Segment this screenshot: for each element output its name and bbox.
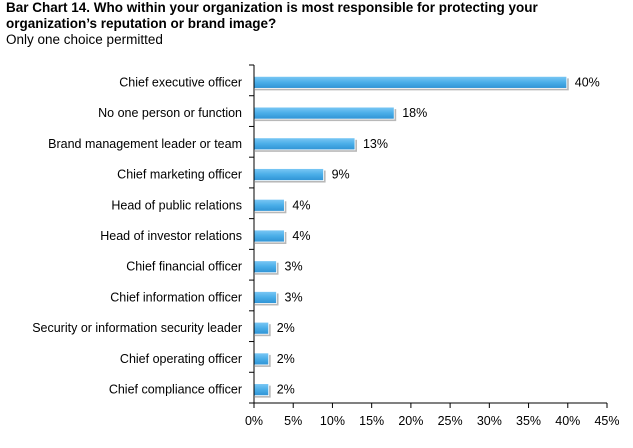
x-tick-label: 25%	[438, 414, 463, 428]
bar	[253, 106, 395, 120]
value-label: 4%	[292, 229, 310, 243]
category-label: Chief information officer	[110, 290, 242, 304]
bars-layer	[253, 75, 569, 398]
bar	[253, 352, 270, 366]
x-tick-label: 5%	[284, 414, 302, 428]
category-label: No one person or function	[98, 106, 242, 120]
bar	[253, 198, 285, 212]
category-label: Chief operating officer	[120, 352, 242, 366]
category-label: Chief executive officer	[119, 75, 242, 89]
bar	[253, 291, 277, 304]
bar	[253, 229, 285, 243]
bar	[253, 321, 270, 335]
category-label: Chief marketing officer	[117, 168, 242, 182]
x-tick-label: 15%	[359, 414, 384, 428]
value-label: 2%	[277, 321, 295, 335]
x-tick-label: 10%	[320, 414, 345, 428]
category-label: Chief financial officer	[126, 260, 242, 274]
x-tick-label: 40%	[555, 414, 580, 428]
category-label: Head of public relations	[111, 198, 242, 212]
bar	[253, 168, 324, 181]
value-label: 9%	[332, 168, 350, 182]
value-label: 2%	[277, 383, 295, 397]
value-label: 4%	[292, 198, 310, 212]
bar	[253, 137, 356, 151]
category-label: Chief compliance officer	[109, 383, 242, 397]
category-label: Security or information security leader	[32, 321, 242, 335]
value-label: 18%	[402, 106, 427, 120]
category-label: Head of investor relations	[100, 229, 242, 243]
axis-layer: Chief executive officer 40% No one person …	[32, 64, 620, 428]
x-tick-label: 30%	[477, 414, 502, 428]
x-tick-label: 20%	[398, 414, 423, 428]
x-tick-label: 0%	[245, 414, 263, 428]
value-label: 3%	[285, 260, 303, 274]
x-tick-label: 35%	[516, 414, 541, 428]
bar	[253, 383, 270, 397]
x-tick-label: 45%	[594, 414, 619, 428]
category-label: Brand management leader or team	[48, 137, 242, 151]
title-block: Bar Chart 14. Who within your organizati…	[6, 0, 626, 48]
value-label: 2%	[277, 352, 295, 366]
bar	[253, 75, 568, 89]
value-label: 3%	[285, 290, 303, 304]
value-label: 40%	[575, 75, 600, 89]
bar	[253, 260, 277, 274]
value-label: 13%	[363, 137, 388, 151]
chart-title: Bar Chart 14. Who within your organizati…	[6, 0, 538, 31]
chart-subtitle: Only one choice permitted	[6, 32, 163, 47]
